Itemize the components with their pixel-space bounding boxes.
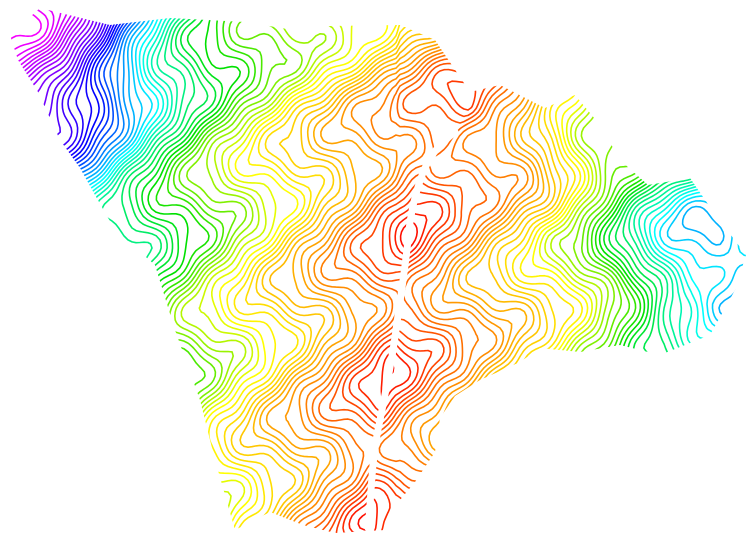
contour-line — [308, 51, 511, 533]
contour-line — [10, 8, 55, 60]
contour-line — [10, 8, 131, 206]
contour-line — [342, 200, 444, 533]
contour-line — [230, 8, 598, 533]
contour-line — [335, 80, 477, 533]
contour-line — [10, 8, 143, 457]
river-channel — [364, 128, 459, 532]
contour-line — [286, 32, 543, 533]
contour-line — [10, 8, 746, 496]
contour-line — [10, 8, 42, 48]
contour-line — [10, 8, 137, 323]
contour-line — [91, 8, 746, 533]
contour-line — [10, 8, 62, 66]
contour-line — [46, 8, 746, 533]
contour-line — [208, 8, 631, 533]
contour-line — [10, 8, 100, 169]
